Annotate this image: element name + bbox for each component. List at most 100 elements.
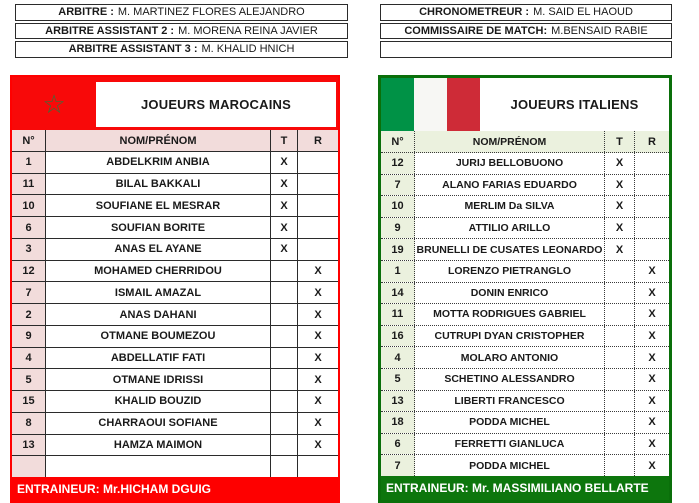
coach-footer-italy: ENTRAINEUR: Mr. MASSIMILIANO BELLARTE [381,476,669,500]
col-header-name: NOM/PRÉNOM [46,130,271,151]
substitute-mark: X [648,373,656,386]
player-row: 7 PODDA MICHEL X [381,455,669,476]
player-row: 3 ANAS EL AYANE X [12,238,338,261]
starter-mark [271,260,298,282]
player-number: 7 [12,282,46,304]
substitute-mark: X [314,395,322,408]
player-row: 6 SOUFIAN BORITE X [12,217,338,239]
starter-mark [271,434,298,456]
col-header-t: T [271,130,298,151]
team-title-box: JOUEURS ITALIENS [480,78,669,131]
starter-mark [605,433,635,455]
substitute-mark [635,175,669,196]
player-name: SCHETINO ALESSANDRO [415,368,605,390]
player-row: 4 ABDELLATIF FATI X [12,347,338,370]
officials-box-timekeeper: CHRONOMETREUR : M. SAID EL HAOUD COMMISS… [380,4,672,60]
italy-flag-icon [381,78,480,131]
player-number: 13 [381,390,415,412]
player-number: 11 [12,173,46,195]
col-header-number: N° [381,131,415,152]
player-number: 18 [381,412,415,433]
col-header-r: R [635,131,669,152]
official-role-label: ARBITRE ASSISTANT 3 : [68,43,198,56]
player-number: 9 [381,217,415,239]
substitute-mark [635,239,669,260]
player-number: 14 [381,282,415,304]
player-rows-morocco: 1 ABDELKRIM ANBIA X 11 BILAL BAKKALI X 1… [12,152,338,478]
starter-mark: X [605,153,635,174]
player-row: 7 ISMAIL AMAZAL X [12,282,338,305]
substitute-mark: X [314,351,322,364]
player-name: MOHAMED CHERRIDOU [46,260,271,282]
official-name: M. SAID EL HAOUD [533,6,633,19]
official-row: CHRONOMETREUR : M. SAID EL HAOUD [380,4,672,21]
italy-flag-red-stripe [447,78,480,131]
starter-mark: X [605,217,635,239]
player-name: SOUFIAN BORITE [46,217,271,238]
team-title-morocco: JOUEURS MAROCAINS [140,97,292,112]
column-header-row: N° NOM/PRÉNOM T R [381,131,669,153]
starter-mark [605,260,635,282]
player-row: 9 OTMANE BOUMEZOU X [12,325,338,348]
starter-mark [271,282,298,304]
official-name: M.BENSAID RABIE [551,24,648,37]
player-name: KHALID BOUZID [46,391,271,412]
player-row: 5 SCHETINO ALESSANDRO X [381,368,669,391]
starter-mark: X [271,217,298,238]
player-name: ISMAIL AMAZAL [46,282,271,304]
substitute-mark [298,456,338,477]
player-name: MOTTA RODRIGUES GABRIEL [415,304,605,325]
player-number: 15 [12,391,46,412]
player-name: MERLIM Da SILVA [415,196,605,217]
player-name: CHARRAOUI SOFIANE [46,412,271,434]
player-row: 11 BILAL BAKKALI X [12,173,338,196]
starter-mark: X [271,152,298,173]
player-name: BRUNELLI DE CUSATES LEONARDO [415,239,605,260]
player-number: 1 [12,152,46,173]
player-number: 1 [381,260,415,282]
substitute-mark [298,195,338,216]
starter-mark [605,368,635,390]
player-number [12,456,46,478]
player-number: 9 [12,325,46,347]
italy-flag-green-stripe [381,78,414,131]
player-row: 11 MOTTA RODRIGUES GABRIEL X [381,304,669,326]
player-name: PODDA MICHEL [415,455,605,476]
player-row: 14 DONIN ENRICO X [381,282,669,305]
player-number: 13 [12,434,46,456]
official-row: ARBITRE ASSISTANT 3 : M. KHALID HNICH [15,41,348,58]
substitute-mark [635,196,669,217]
player-row: 8 CHARRAOUI SOFIANE X [12,412,338,435]
morocco-flag-icon: ☆ [12,77,96,130]
starter-mark: X [271,173,298,195]
col-header-number: N° [12,130,46,151]
official-name: M. MARTINEZ FLORES ALEJANDRO [117,6,305,19]
substitute-mark [298,217,338,238]
official-name: M. MORENA REINA JAVIER [178,24,318,37]
player-name: MOLARO ANTONIO [415,347,605,368]
player-row: 5 OTMANE IDRISSI X [12,369,338,392]
substitute-mark: X [648,459,656,472]
player-number: 6 [12,217,46,238]
player-row: 1 LORENZO PIETRANGLO X [381,260,669,283]
player-rows-italy: 12 JURIJ BELLOBUONO X 7 ALANO FARIAS EDU… [381,153,669,476]
substitute-mark [298,174,338,195]
player-name: ABDELLATIF FATI [46,347,271,369]
player-row: 9 ATTILIO ARILLO X [381,217,669,240]
official-role-label: ARBITRE : [58,6,114,19]
substitute-mark: X [648,416,656,429]
player-number: 4 [381,347,415,368]
player-name: PODDA MICHEL [415,412,605,433]
col-header-t: T [605,131,635,152]
player-row: 10 SOUFIANE EL MESRAR X [12,195,338,218]
substitute-mark [298,152,338,173]
player-row [12,456,338,478]
player-row: 12 MOHAMED CHERRIDOU X [12,260,338,283]
substitute-mark: X [314,265,322,278]
substitute-mark: X [648,394,656,407]
starter-mark [271,304,298,325]
starter-mark [605,282,635,304]
starter-mark [271,325,298,347]
player-number: 11 [381,304,415,325]
starter-mark [605,304,635,325]
